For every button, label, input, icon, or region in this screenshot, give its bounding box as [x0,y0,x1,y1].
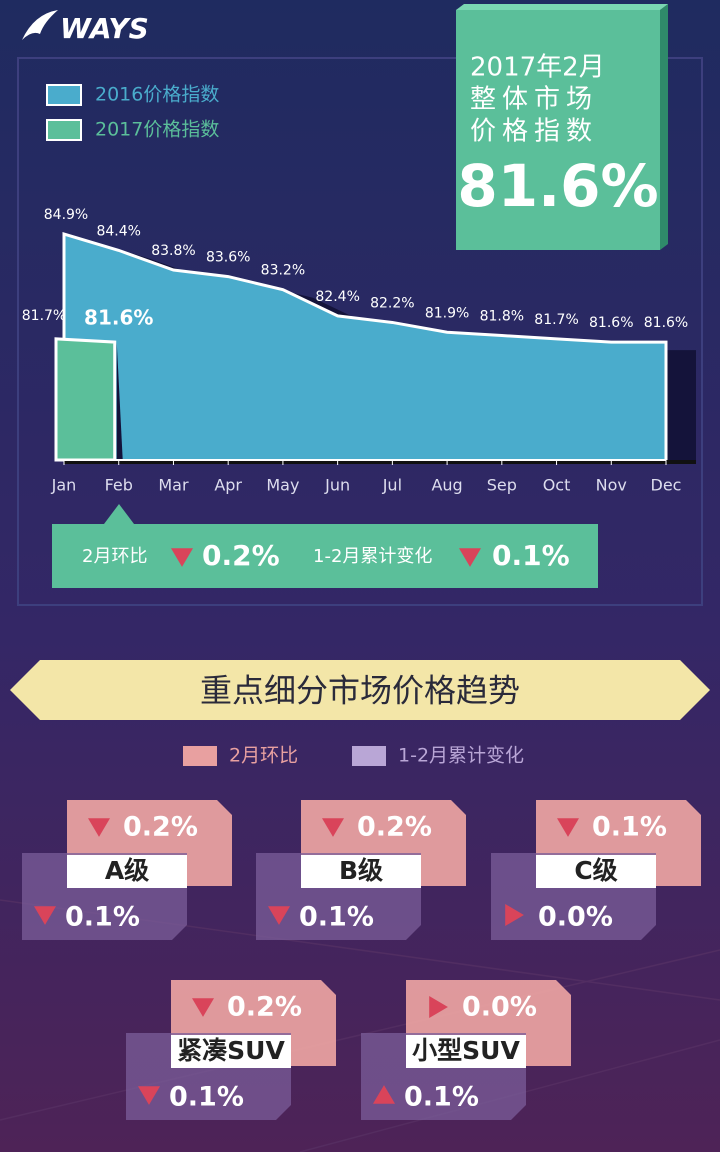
value-label: 81.9% [425,305,469,321]
chart-panel [17,57,703,606]
trend-arrow [429,996,448,1018]
summary-label: 1-2月累计变化 [313,546,432,567]
cum-value: 0.1% [65,902,140,933]
x-tick-label: Jul [382,476,402,495]
trend-arrow [171,548,193,567]
value-label: 82.2% [370,295,414,311]
segment-name: C级 [574,856,617,885]
legend-label: 2017价格指数 [95,119,219,141]
cum-value: 0.1% [169,1082,244,1113]
segment-name: 小型SUV [412,1036,520,1065]
trend-arrow [505,904,524,926]
value-label-2017: 81.7% [22,308,66,324]
value-label: 84.4% [96,223,140,239]
trend-arrow [557,818,579,837]
legend-swatch [46,84,82,106]
section-banner [10,660,710,720]
highlight-edge [660,4,668,250]
logo: WAYS [60,12,149,45]
highlight-line: 2017年2月 [470,53,605,83]
summary-value: 0.1% [492,539,570,572]
value-label: 83.2% [261,263,305,279]
summary-value: 0.2% [202,539,280,572]
value-label: 81.7% [534,312,578,328]
mom-value: 0.0% [462,992,537,1023]
segment-label-box [67,855,187,888]
segment-name: B级 [339,856,383,885]
cum-value: 0.0% [538,902,613,933]
trend-arrow [88,818,110,837]
area-2017-shadow [116,342,123,460]
highlight-box [456,10,660,250]
x-tick-label: Oct [543,476,571,495]
trend-arrow [322,818,344,837]
summary-box [52,504,598,588]
x-tick-label: Feb [105,476,133,495]
trend-arrow [192,998,214,1017]
area [64,234,666,460]
x-tick-label: Apr [214,476,242,495]
value-label-2017: 81.6% [84,306,153,330]
segment-label-box [406,1035,526,1068]
logo-icon [22,10,58,40]
trend-arrow [268,906,290,925]
x-tick-label: May [266,476,299,495]
segment-name: 紧凑SUV [177,1036,285,1065]
area-2017 [54,337,117,462]
x-tick-label: Jun [324,476,350,495]
value-label: 84.9% [44,207,88,223]
summary-label: 2月环比 [82,546,147,567]
trend-arrow [138,1086,160,1105]
segment-label-box [536,855,656,888]
x-tick-label: Mar [158,476,189,495]
value-label: 82.4% [315,289,359,305]
legend-swatch [46,119,82,141]
section-legend-label: 2月环比 [229,745,298,767]
x-tick-label: Aug [431,476,462,495]
section-legend-label: 1-2月累计变化 [398,745,524,767]
highlight-value: 81.6% [457,152,658,220]
mom-value: 0.2% [123,812,198,843]
mom-value: 0.1% [592,812,667,843]
value-label: 81.6% [644,315,688,331]
highlight-edge-top [456,4,668,10]
highlight-line: 价格指数 [470,117,598,147]
cum-value: 0.1% [404,1082,479,1113]
x-tick-label: Sep [487,476,517,495]
x-tick-label: Nov [596,476,627,495]
cum-value: 0.1% [299,902,374,933]
segment-label-box [171,1035,291,1068]
segment-label-box [301,855,421,888]
section-legend-swatch [183,746,217,766]
value-label: 83.8% [151,243,195,259]
chart: 2016价格指数 2017价格指数 84.9% 84.4% 83.8% 83.6% 83.2… [22,4,696,588]
x-tick-label: Jan [51,476,77,495]
trend-arrow [459,548,481,567]
value-label: 81.6% [589,315,633,331]
value-label: 81.8% [480,309,524,325]
trend-arrow [34,906,56,925]
line [62,232,668,460]
section-title: 重点细分市场价格趋势 [200,672,520,710]
highlight-line: 整体市场 [470,85,598,115]
x-tick-label: Dec [651,476,682,495]
segments: 重点细分市场价格趋势 2月环比 1-2月累计变化 A级 0.2% 0.1% B级 0.2% 0.… [10,660,710,1120]
mom-value: 0.2% [357,812,432,843]
value-label: 83.6% [206,250,250,266]
section-legend-swatch [352,746,386,766]
mom-value: 0.2% [227,992,302,1023]
legend-label: 2016价格指数 [95,84,219,106]
segment-name: A级 [105,856,149,885]
trend-arrow [373,1085,395,1104]
